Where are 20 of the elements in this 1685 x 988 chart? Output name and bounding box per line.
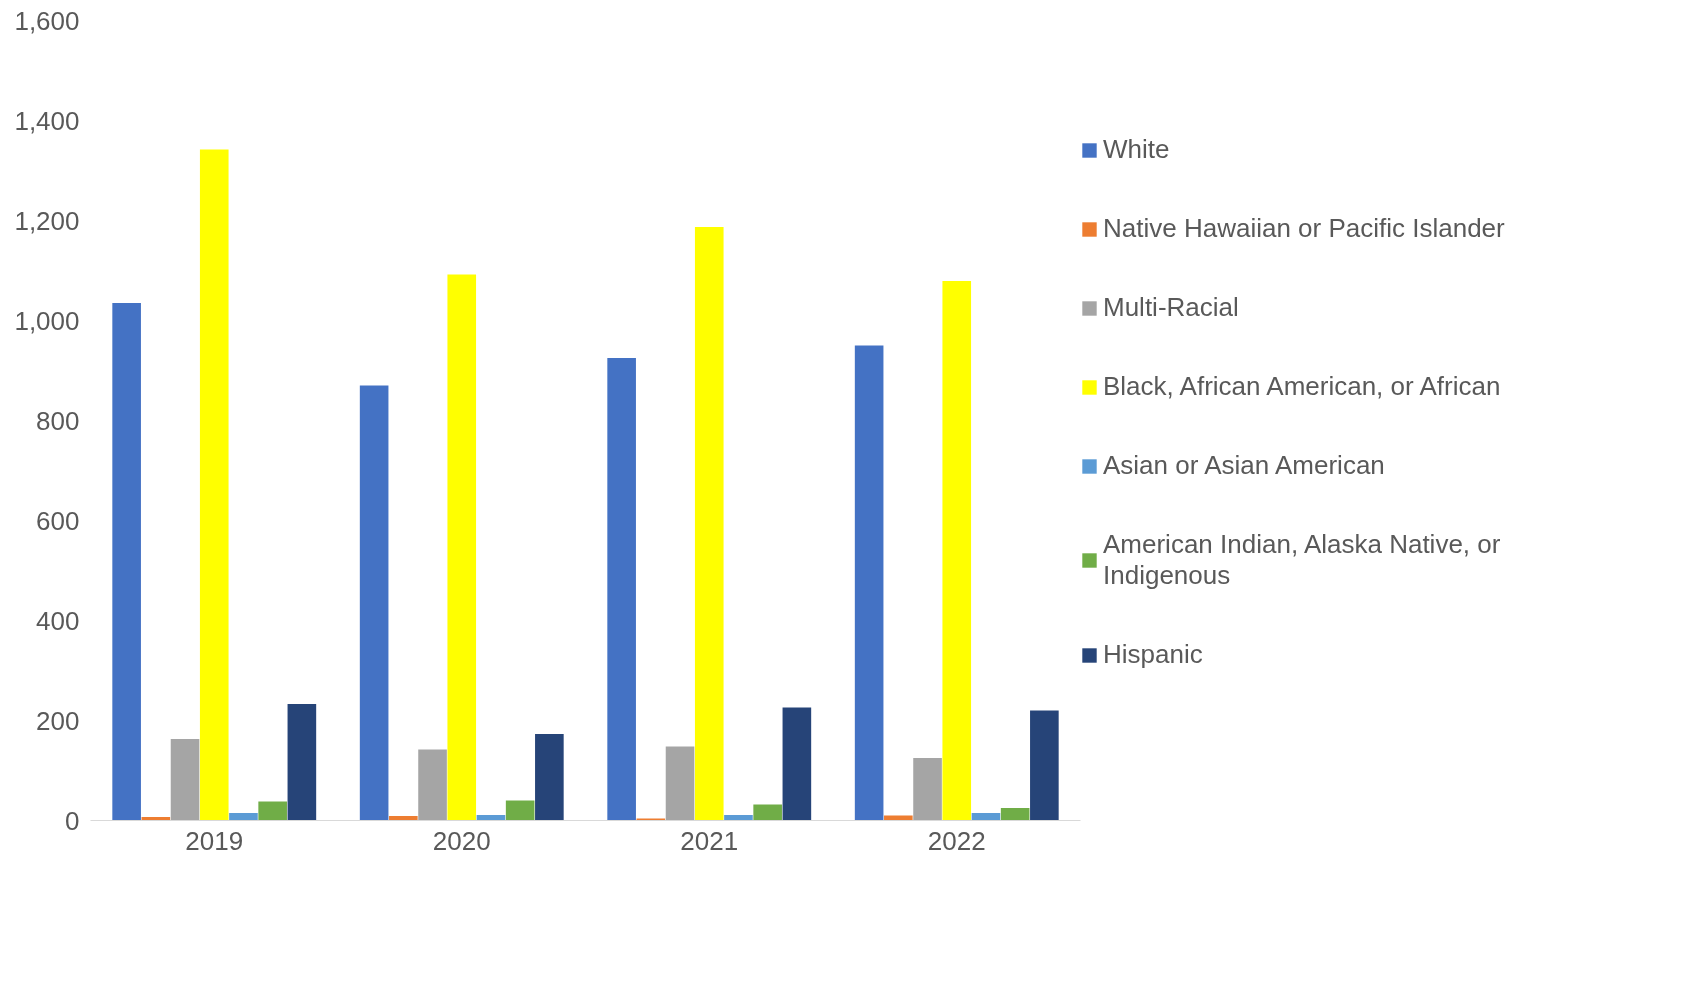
x-tick-label: 2019	[185, 825, 244, 856]
y-tick-label: 1,600	[14, 5, 80, 36]
legend-label: Black, African American, or African	[1103, 371, 1501, 402]
x-tick-label: 2021	[680, 825, 739, 856]
y-tick-label: 600	[36, 505, 80, 536]
y-tick-label: 1,000	[14, 305, 80, 336]
y-tick-label: 400	[36, 605, 80, 636]
legend-label: Multi-Racial	[1103, 292, 1239, 323]
y-tick-label: 800	[36, 405, 80, 436]
x-tick-label: 2022	[927, 825, 986, 856]
y-tick-label: 1,400	[14, 105, 80, 136]
legend-label: Hispanic	[1103, 639, 1203, 670]
y-tick-label: 1,200	[14, 205, 80, 236]
x-tick-label: 2020	[432, 825, 491, 856]
y-tick-label: 0	[65, 805, 80, 836]
legend-label: White	[1103, 134, 1170, 165]
legend-label: Asian or Asian American	[1103, 450, 1385, 481]
legend-label: Native Hawaiian or Pacific Islander	[1103, 213, 1505, 244]
y-tick-label: 200	[36, 705, 80, 736]
legend-label: American Indian, Alaska Native, or Indigenous	[1103, 529, 1501, 591]
